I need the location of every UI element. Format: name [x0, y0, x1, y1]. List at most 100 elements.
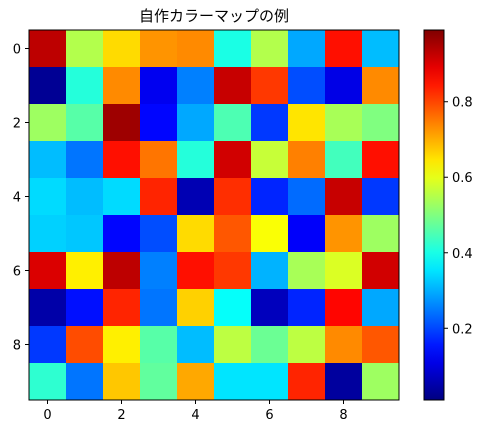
heatmap-cell-8-9 [362, 326, 400, 364]
heatmap-cell-3-2 [103, 141, 141, 179]
heatmap-cell-5-3 [140, 215, 178, 253]
heatmap-cell-0-0 [29, 30, 67, 68]
heatmap-cell-9-2 [103, 363, 141, 401]
heatmap-cell-8-4 [177, 326, 215, 364]
heatmap-cell-4-3 [140, 178, 178, 216]
colorbar-tick-label: 0.4 [452, 247, 473, 262]
heatmap-cell-8-1 [66, 326, 104, 364]
heatmap-cell-9-1 [66, 363, 104, 401]
heatmap-cell-6-1 [66, 252, 104, 290]
heatmap-cell-6-9 [362, 252, 400, 290]
heatmap-cell-8-8 [325, 326, 363, 364]
heatmap-cell-9-5 [214, 363, 252, 401]
heatmap-cell-4-2 [103, 178, 141, 216]
y-tick-label: 8 [13, 339, 21, 354]
heatmap-cell-6-7 [288, 252, 326, 290]
y-axis: 0 2 4 6 8 [13, 43, 29, 354]
heatmap-cell-8-2 [103, 326, 141, 364]
heatmap-cell-1-1 [66, 67, 104, 105]
heatmap-cell-3-9 [362, 141, 400, 179]
heatmap-cell-0-6 [251, 30, 289, 68]
heatmap-cell-4-1 [66, 178, 104, 216]
heatmap-cell-2-0 [29, 104, 67, 142]
heatmap-cell-5-4 [177, 215, 215, 253]
heatmap-cell-7-1 [66, 289, 104, 327]
heatmap-cell-7-5 [214, 289, 252, 327]
heatmap-cells [29, 30, 400, 401]
heatmap-cell-5-1 [66, 215, 104, 253]
heatmap-cell-2-2 [103, 104, 141, 142]
heatmap-cell-3-7 [288, 141, 326, 179]
heatmap-cell-4-5 [214, 178, 252, 216]
heatmap-cell-3-3 [140, 141, 178, 179]
heatmap-cell-1-3 [140, 67, 178, 105]
heatmap-cell-7-4 [177, 289, 215, 327]
heatmap-cell-9-3 [140, 363, 178, 401]
heatmap-cell-9-4 [177, 363, 215, 401]
x-tick-label: 2 [117, 408, 125, 423]
heatmap-cell-4-9 [362, 178, 400, 216]
heatmap-cell-6-6 [251, 252, 289, 290]
heatmap-cell-7-9 [362, 289, 400, 327]
heatmap-cell-1-2 [103, 67, 141, 105]
heatmap-cell-3-6 [251, 141, 289, 179]
heatmap-cell-5-6 [251, 215, 289, 253]
heatmap-cell-9-7 [288, 363, 326, 401]
heatmap-cell-2-1 [66, 104, 104, 142]
heatmap-cell-0-7 [288, 30, 326, 68]
heatmap-cell-1-6 [251, 67, 289, 105]
x-axis: 0 2 4 6 8 [43, 400, 348, 423]
heatmap-cell-7-3 [140, 289, 178, 327]
heatmap-cell-4-6 [251, 178, 289, 216]
heatmap-cell-5-0 [29, 215, 67, 253]
heatmap-cell-9-6 [251, 363, 289, 401]
heatmap-cell-8-0 [29, 326, 67, 364]
x-tick-label: 8 [339, 408, 347, 423]
heatmap-cell-2-5 [214, 104, 252, 142]
colorbar-tick-label: 0.6 [452, 171, 473, 186]
y-tick-label: 4 [13, 191, 21, 206]
heatmap-cell-5-2 [103, 215, 141, 253]
heatmap-cell-3-4 [177, 141, 215, 179]
heatmap-cell-6-4 [177, 252, 215, 290]
heatmap-cell-6-5 [214, 252, 252, 290]
heatmap-cell-8-6 [251, 326, 289, 364]
heatmap-cell-0-4 [177, 30, 215, 68]
heatmap-cell-3-8 [325, 141, 363, 179]
heatmap-cell-5-8 [325, 215, 363, 253]
heatmap-cell-1-9 [362, 67, 400, 105]
heatmap-cell-1-5 [214, 67, 252, 105]
heatmap-cell-7-2 [103, 289, 141, 327]
heatmap-cell-6-2 [103, 252, 141, 290]
heatmap-cell-6-8 [325, 252, 363, 290]
heatmap-cell-4-7 [288, 178, 326, 216]
heatmap-cell-0-3 [140, 30, 178, 68]
x-tick-label: 4 [191, 408, 199, 423]
heatmap-cell-8-7 [288, 326, 326, 364]
heatmap-cell-9-9 [362, 363, 400, 401]
heatmap-cell-9-8 [325, 363, 363, 401]
heatmap-cell-2-3 [140, 104, 178, 142]
heatmap-cell-7-8 [325, 289, 363, 327]
heatmap-cell-6-0 [29, 252, 67, 290]
heatmap-cell-1-8 [325, 67, 363, 105]
heatmap-cell-7-7 [288, 289, 326, 327]
colorbar-gradient [423, 29, 445, 401]
heatmap-cell-0-2 [103, 30, 141, 68]
heatmap-cell-4-8 [325, 178, 363, 216]
heatmap-cell-2-9 [362, 104, 400, 142]
heatmap-cell-0-8 [325, 30, 363, 68]
heatmap-cell-7-0 [29, 289, 67, 327]
colorbar-tick-label: 0.8 [452, 96, 473, 111]
heatmap-cell-1-7 [288, 67, 326, 105]
plot-frame [28, 29, 400, 401]
heatmap-cell-3-1 [66, 141, 104, 179]
x-tick-label: 6 [265, 408, 273, 423]
heatmap-cell-3-0 [29, 141, 67, 179]
heatmap-cell-1-0 [29, 67, 67, 105]
heatmap-cell-4-4 [177, 178, 215, 216]
heatmap-cell-5-5 [214, 215, 252, 253]
heatmap-cell-3-5 [214, 141, 252, 179]
chart-title: 自作カラーマップの例 [139, 7, 289, 25]
